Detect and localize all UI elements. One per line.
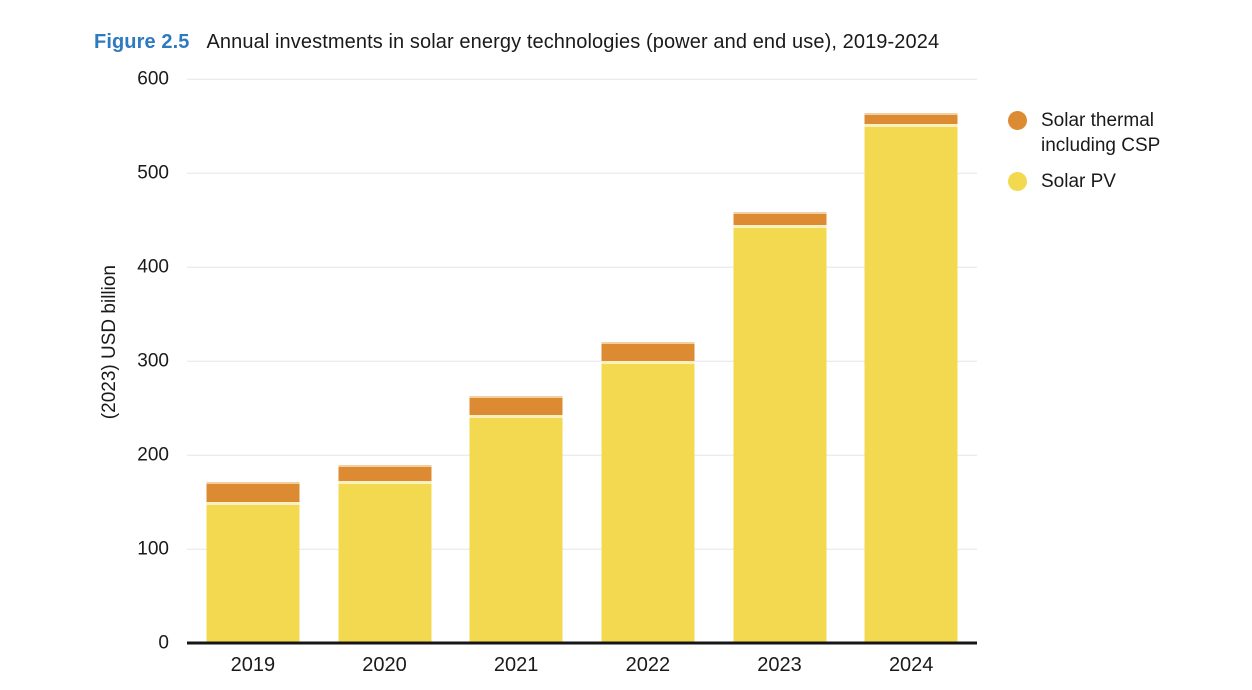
bar-2024 — [864, 112, 958, 643]
y-tick-label-200: 200 — [137, 444, 169, 466]
y-tick-label-100: 100 — [137, 538, 169, 560]
grid-layer — [187, 78, 977, 643]
x-tick-label-2024: 2024 — [888, 654, 934, 676]
bar-segment-solar-pv-2024 — [864, 124, 958, 643]
bar-cell-2022 — [582, 79, 714, 643]
bar-segment-solar-pv-2020 — [338, 481, 431, 643]
legend-dot-solar-thermal-icon — [1008, 111, 1027, 130]
legend: Solar thermal including CSP Solar PV — [1008, 108, 1160, 205]
figure-header: Figure 2.5 Annual investments in solar e… — [94, 31, 939, 54]
bar-cell-2024 — [845, 79, 977, 643]
gridline-500 — [187, 172, 977, 174]
legend-label-solar-pv: Solar PV — [1041, 171, 1116, 192]
figure-number-label: Figure 2.5 — [94, 31, 190, 53]
legend-dot-solar-pv-icon — [1008, 172, 1027, 191]
x-tick-label-2019: 2019 — [230, 654, 276, 676]
legend-label-solar-thermal: Solar thermal including CSP — [1041, 110, 1161, 156]
bar-segment-solar-pv-2023 — [733, 224, 827, 643]
y-tick-label-500: 500 — [137, 162, 169, 184]
bar-2021 — [469, 395, 563, 643]
legend-item-solar-thermal: Solar thermal including CSP — [1008, 108, 1160, 158]
x-tick-label-2022: 2022 — [625, 654, 671, 676]
x-tick-label-2023: 2023 — [757, 654, 802, 676]
bar-segment-solar-thermal-2020 — [338, 465, 431, 482]
bar-segment-solar-thermal-2022 — [601, 342, 695, 361]
bar-cell-2020 — [319, 79, 451, 643]
bar-segment-solar-thermal-2024 — [864, 112, 958, 125]
bar-segment-solar-pv-2019 — [206, 502, 300, 643]
bar-segment-solar-pv-2021 — [469, 414, 563, 643]
gridline-600 — [187, 78, 977, 80]
gridline-400 — [187, 266, 977, 268]
bar-2023 — [733, 211, 827, 643]
gridline-100 — [187, 548, 977, 550]
bar-cell-2023 — [714, 79, 846, 643]
plot-area — [187, 78, 977, 645]
bar-cell-2019 — [187, 79, 319, 643]
bar-2022 — [601, 342, 695, 643]
bar-segment-solar-thermal-2023 — [733, 211, 827, 225]
gridline-200 — [187, 454, 977, 456]
y-tick-label-0: 0 — [158, 632, 169, 654]
figure-title: Annual investments in solar energy techn… — [206, 31, 940, 53]
bar-segment-solar-thermal-2019 — [206, 482, 300, 502]
bar-segment-solar-pv-2022 — [601, 361, 695, 643]
y-axis-labels: 0 100 200 300 400 500 600 — [0, 70, 178, 653]
x-axis-labels: 2019 2020 2021 2022 2023 2024 — [187, 654, 977, 677]
bar-2019 — [206, 482, 300, 643]
x-tick-label-2020: 2020 — [362, 654, 407, 676]
y-tick-label-300: 300 — [137, 350, 169, 372]
y-tick-label-400: 400 — [137, 256, 169, 278]
bar-cell-2021 — [450, 79, 582, 643]
x-tick-label-2021: 2021 — [493, 654, 539, 676]
y-tick-label-600: 600 — [137, 68, 169, 90]
bars-row — [187, 79, 977, 643]
legend-item-solar-pv: Solar PV — [1008, 169, 1160, 194]
bar-segment-solar-thermal-2021 — [469, 395, 563, 415]
gridline-300 — [187, 360, 977, 362]
bar-2020 — [338, 465, 431, 643]
